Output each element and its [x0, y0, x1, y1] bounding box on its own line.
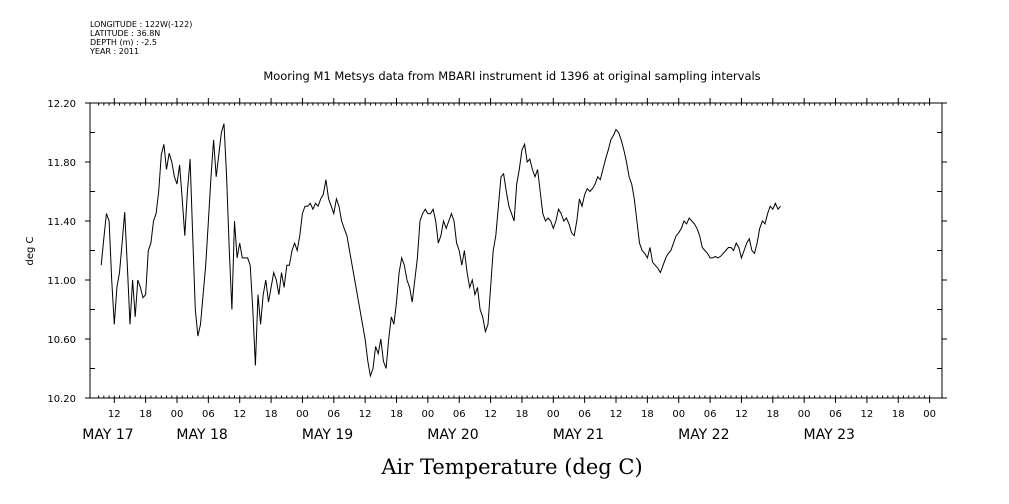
x-tick-label: 00: [296, 409, 309, 420]
y-tick-label: 11.80: [47, 158, 76, 169]
x-tick-label: 18: [139, 409, 152, 420]
x-tick-label: 00: [171, 409, 184, 420]
x-date-label: MAY 20: [427, 427, 478, 443]
x-tick-label: 06: [578, 409, 591, 420]
x-date-label: MAY 19: [302, 427, 353, 443]
x-tick-label: 00: [547, 409, 560, 420]
x-tick-label: 18: [390, 409, 403, 420]
y-tick-label: 12.20: [47, 99, 76, 110]
x-tick-label: 12: [735, 409, 748, 420]
series-line: [100, 123, 781, 378]
x-tick-label: 06: [453, 409, 466, 420]
x-tick-label: 00: [672, 409, 685, 420]
x-tick-label: 18: [265, 409, 278, 420]
x-tick-label: 00: [798, 409, 811, 420]
x-tick-label: 18: [516, 409, 529, 420]
metadata-block: LONGITUDE : 122W(-122) LATITUDE : 36.8N …: [89, 20, 192, 56]
meta-depth: DEPTH (m) : -2.5: [90, 38, 157, 47]
chart-title: Mooring M1 Metsys data from MBARI instru…: [263, 69, 760, 83]
y-tick-label: 10.20: [47, 394, 76, 405]
y-tick-label: 11.00: [47, 276, 76, 287]
x-tick-label: 12: [359, 409, 372, 420]
y-tick-label: 11.40: [47, 217, 76, 228]
meta-latitude: LATITUDE : 36.8N: [90, 29, 160, 38]
x-date-label: MAY 23: [804, 427, 855, 443]
y-axis-label: deg C: [25, 236, 36, 265]
x-tick-label: 12: [484, 409, 497, 420]
x-tick-label: 00: [421, 409, 434, 420]
x-date-label: MAY 22: [678, 427, 729, 443]
x-tick-label: 18: [766, 409, 779, 420]
meta-year: YEAR : 2011: [89, 47, 139, 56]
x-tick-label: 06: [829, 409, 842, 420]
y-tick-label: 10.60: [47, 335, 76, 346]
x-tick-label: 18: [892, 409, 905, 420]
x-tick-label: 12: [233, 409, 246, 420]
x-tick-label: 12: [610, 409, 623, 420]
plot-frame: [89, 102, 943, 399]
meta-longitude: LONGITUDE : 122W(-122): [90, 20, 192, 29]
x-date-label: MAY 21: [553, 427, 604, 443]
x-axis-label: Air Temperature (deg C): [380, 455, 642, 479]
x-date-label: MAY 18: [176, 427, 227, 443]
axes-group: 10.20 10.60 11.00 11.40 11.80 12.20 12 18 00 06 12…: [47, 98, 947, 443]
x-tick-label: 12: [108, 409, 121, 420]
x-tick-label: 06: [202, 409, 215, 420]
x-tick-label: 06: [704, 409, 717, 420]
x-tick-label: 00: [923, 409, 936, 420]
x-tick-label: 06: [327, 409, 340, 420]
x-tick-label: 18: [641, 409, 654, 420]
x-tick-label: 12: [861, 409, 874, 420]
x-date-label: MAY 17: [82, 427, 133, 443]
